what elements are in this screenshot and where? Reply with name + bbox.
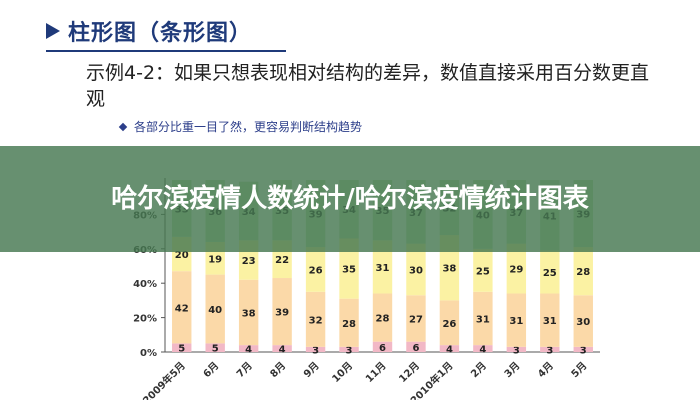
- data-label: 23: [242, 256, 256, 267]
- data-label: 31: [376, 263, 390, 274]
- data-label: 6: [412, 343, 419, 354]
- data-label: 19: [208, 254, 222, 265]
- bar-segment: [205, 343, 225, 352]
- x-tick-label: 10月: [330, 360, 355, 385]
- data-label: 26: [442, 319, 456, 330]
- bar-segment: [305, 247, 326, 292]
- triangle-arrow-icon: [46, 23, 60, 39]
- data-label: 31: [476, 314, 490, 325]
- bar-segment: [372, 293, 393, 342]
- data-label: 5: [212, 344, 219, 355]
- y-tick-label: 0%: [140, 348, 157, 359]
- data-label: 3: [312, 345, 319, 356]
- data-label: 40: [208, 305, 222, 316]
- data-label: 29: [509, 265, 523, 276]
- title-underline: [46, 50, 286, 52]
- bar-segment: [540, 346, 560, 352]
- bar-segment: [238, 279, 259, 346]
- bar-segment: [506, 346, 527, 352]
- bar-segment: [305, 291, 326, 347]
- x-tick-label: 7月: [234, 360, 254, 380]
- data-label: 32: [309, 315, 323, 326]
- data-label: 38: [242, 308, 256, 319]
- y-tick-label: 20%: [133, 314, 157, 325]
- data-label: 27: [409, 314, 423, 325]
- bar-segment: [473, 248, 493, 292]
- data-label: 3: [346, 345, 353, 356]
- bar-segment: [573, 295, 593, 347]
- bar-segment: [406, 295, 426, 342]
- bar-segment: [406, 341, 426, 352]
- bar-segment: [540, 293, 560, 347]
- bar-segment: [372, 341, 393, 352]
- bar-segment: [272, 278, 292, 346]
- slide-bullet: 各部分比重一目了然，更容易判断结构趋势: [118, 118, 363, 135]
- banner-title: 哈尔滨疫情人数统计/哈尔滨疫情统计图表: [111, 184, 589, 214]
- bar-segment: [339, 298, 359, 347]
- bar-segment: [506, 293, 527, 347]
- data-label: 31: [543, 316, 557, 327]
- bar-segment: [339, 238, 359, 299]
- data-label: 3: [546, 345, 553, 356]
- bar-segment: [439, 300, 460, 346]
- bar-segment: [238, 345, 259, 352]
- x-tick-label: 2009年5月: [140, 359, 188, 400]
- data-label: 35: [342, 265, 356, 276]
- data-label: 3: [580, 345, 587, 356]
- bar-segment: [473, 345, 493, 352]
- x-tick-label: 11月: [363, 360, 388, 385]
- data-label: 39: [275, 308, 289, 319]
- data-label: 28: [342, 319, 356, 330]
- bar-segment: [540, 250, 560, 294]
- bar-segment: [205, 274, 225, 344]
- bar-segment: [506, 243, 527, 294]
- data-label: 26: [309, 265, 323, 276]
- data-label: 30: [409, 265, 423, 276]
- y-tick-label: 40%: [133, 279, 157, 290]
- data-label: 4: [446, 345, 453, 356]
- data-label: 25: [476, 266, 490, 277]
- slide-heading: 柱形图（条形图）: [46, 14, 252, 48]
- data-label: 3: [513, 345, 520, 356]
- article-title-banner: 哈尔滨疫情人数统计/哈尔滨疫情统计图表: [0, 146, 700, 252]
- bar-segment: [305, 346, 326, 352]
- data-label: 31: [509, 316, 523, 327]
- data-label: 38: [442, 264, 456, 275]
- bar-segment: [172, 343, 192, 352]
- bullet-text: 各部分比重一目了然，更容易判断结构趋势: [134, 120, 363, 134]
- bar-segment: [473, 291, 493, 346]
- x-tick-label: 12月: [397, 360, 422, 385]
- data-label: 42: [175, 303, 189, 314]
- x-tick-label: 5月: [569, 360, 589, 380]
- data-label: 4: [279, 345, 286, 356]
- data-label: 30: [576, 317, 590, 328]
- data-label: 4: [245, 345, 252, 356]
- x-tick-label: 3月: [502, 360, 522, 380]
- data-label: 28: [576, 267, 590, 278]
- bar-segment: [573, 247, 593, 296]
- data-label: 28: [376, 314, 390, 325]
- bar-segment: [339, 346, 359, 352]
- bar-segment: [573, 346, 593, 352]
- data-label: 20: [175, 250, 189, 261]
- bar-segment: [172, 271, 192, 344]
- data-label: 25: [543, 268, 557, 279]
- x-tick-label: 4月: [535, 360, 555, 380]
- x-tick-label: 6月: [201, 360, 221, 380]
- x-tick-label: 9月: [301, 360, 321, 380]
- data-label: 4: [479, 345, 486, 356]
- data-label: 6: [379, 343, 386, 354]
- data-label: 22: [275, 255, 289, 266]
- slide-description: 示例4-2：如果只想表现相对结构的差异，数值直接采用百分数更直观: [86, 62, 650, 110]
- bar-segment: [406, 243, 426, 296]
- slide-title: 柱形图（条形图）: [68, 21, 253, 46]
- bar-segment: [272, 345, 292, 352]
- bar-segment: [439, 345, 460, 352]
- x-tick-label: 8月: [268, 360, 288, 380]
- x-tick-label: 2月: [469, 360, 489, 380]
- bar-segment: [372, 240, 393, 294]
- data-label: 5: [178, 344, 185, 355]
